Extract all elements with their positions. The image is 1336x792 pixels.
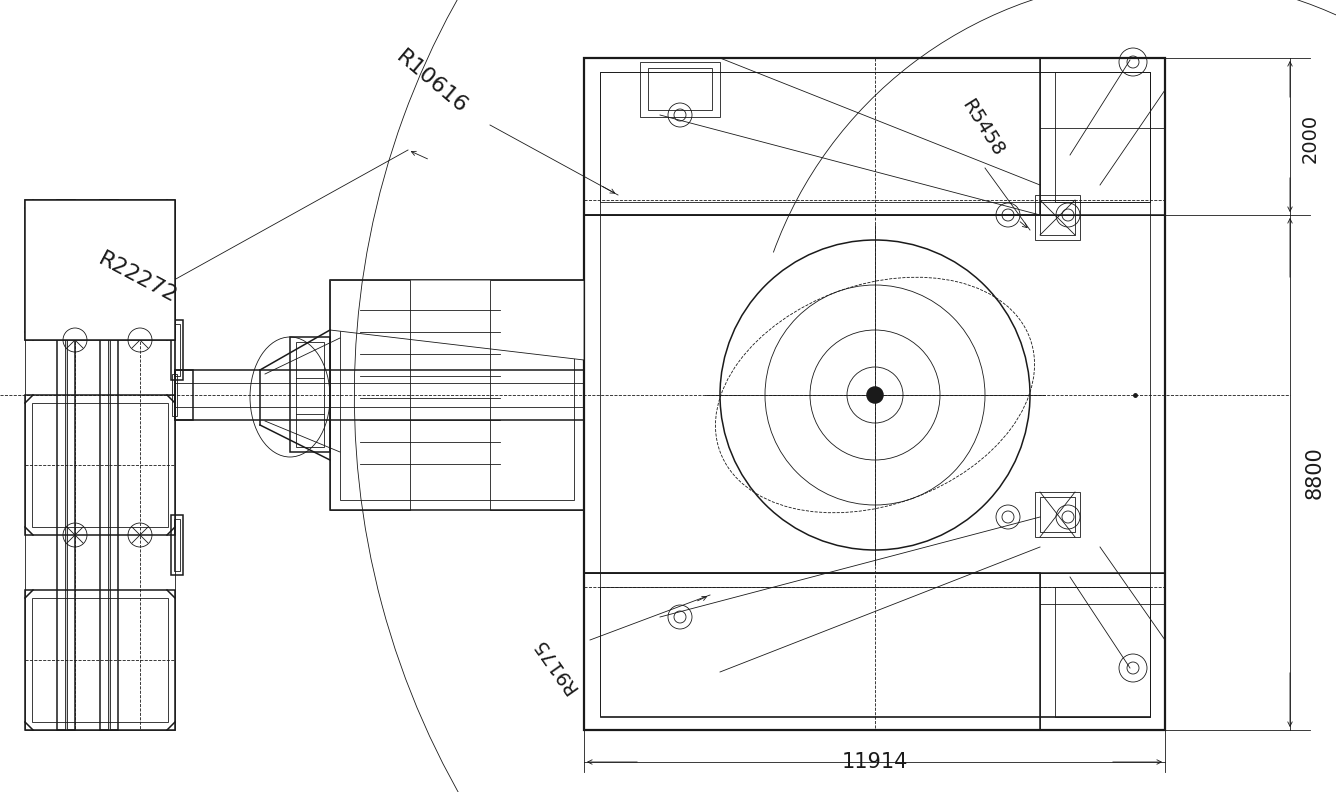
Bar [290,337,330,452]
Bar [32,598,168,722]
Bar [330,280,584,510]
Bar [65,200,67,730]
Bar [174,519,180,571]
Bar [584,58,1165,215]
Bar [600,72,1150,202]
Text: R5458: R5458 [958,96,1007,160]
Bar [1039,573,1165,730]
Bar [648,68,712,110]
Text: 2000: 2000 [1300,113,1320,162]
Bar [25,200,175,730]
Text: 11914: 11914 [842,752,908,772]
Bar [25,395,175,535]
Bar [57,200,75,730]
Bar [172,374,176,416]
Bar [584,573,1165,730]
Bar [584,573,1039,730]
Bar [174,324,180,376]
Bar [600,587,1150,717]
Bar [175,370,584,420]
Bar [108,200,110,730]
Bar [32,403,168,527]
Text: R9175: R9175 [530,634,581,696]
Bar [330,280,410,510]
Bar [1039,58,1165,215]
Bar [171,515,183,575]
Bar [100,200,118,730]
Bar [25,200,175,340]
Polygon shape [25,200,175,340]
Bar [1035,492,1079,537]
Polygon shape [330,280,584,360]
Bar [32,208,168,332]
Bar [490,280,584,510]
Text: R10616: R10616 [391,47,470,117]
Bar [1055,587,1150,717]
Bar [584,58,1165,730]
Text: 8800: 8800 [1305,447,1325,500]
Circle shape [867,387,883,403]
Bar [297,342,325,447]
Bar [1039,200,1075,235]
Bar [1055,72,1150,202]
Bar [25,590,175,730]
Bar [1039,497,1075,532]
Bar [640,62,720,117]
Bar [600,72,1150,716]
Bar [339,290,574,500]
Text: R22272: R22272 [95,249,180,307]
Bar [171,320,183,380]
Bar [584,58,1039,215]
Bar [1035,195,1079,240]
Bar [175,370,192,420]
